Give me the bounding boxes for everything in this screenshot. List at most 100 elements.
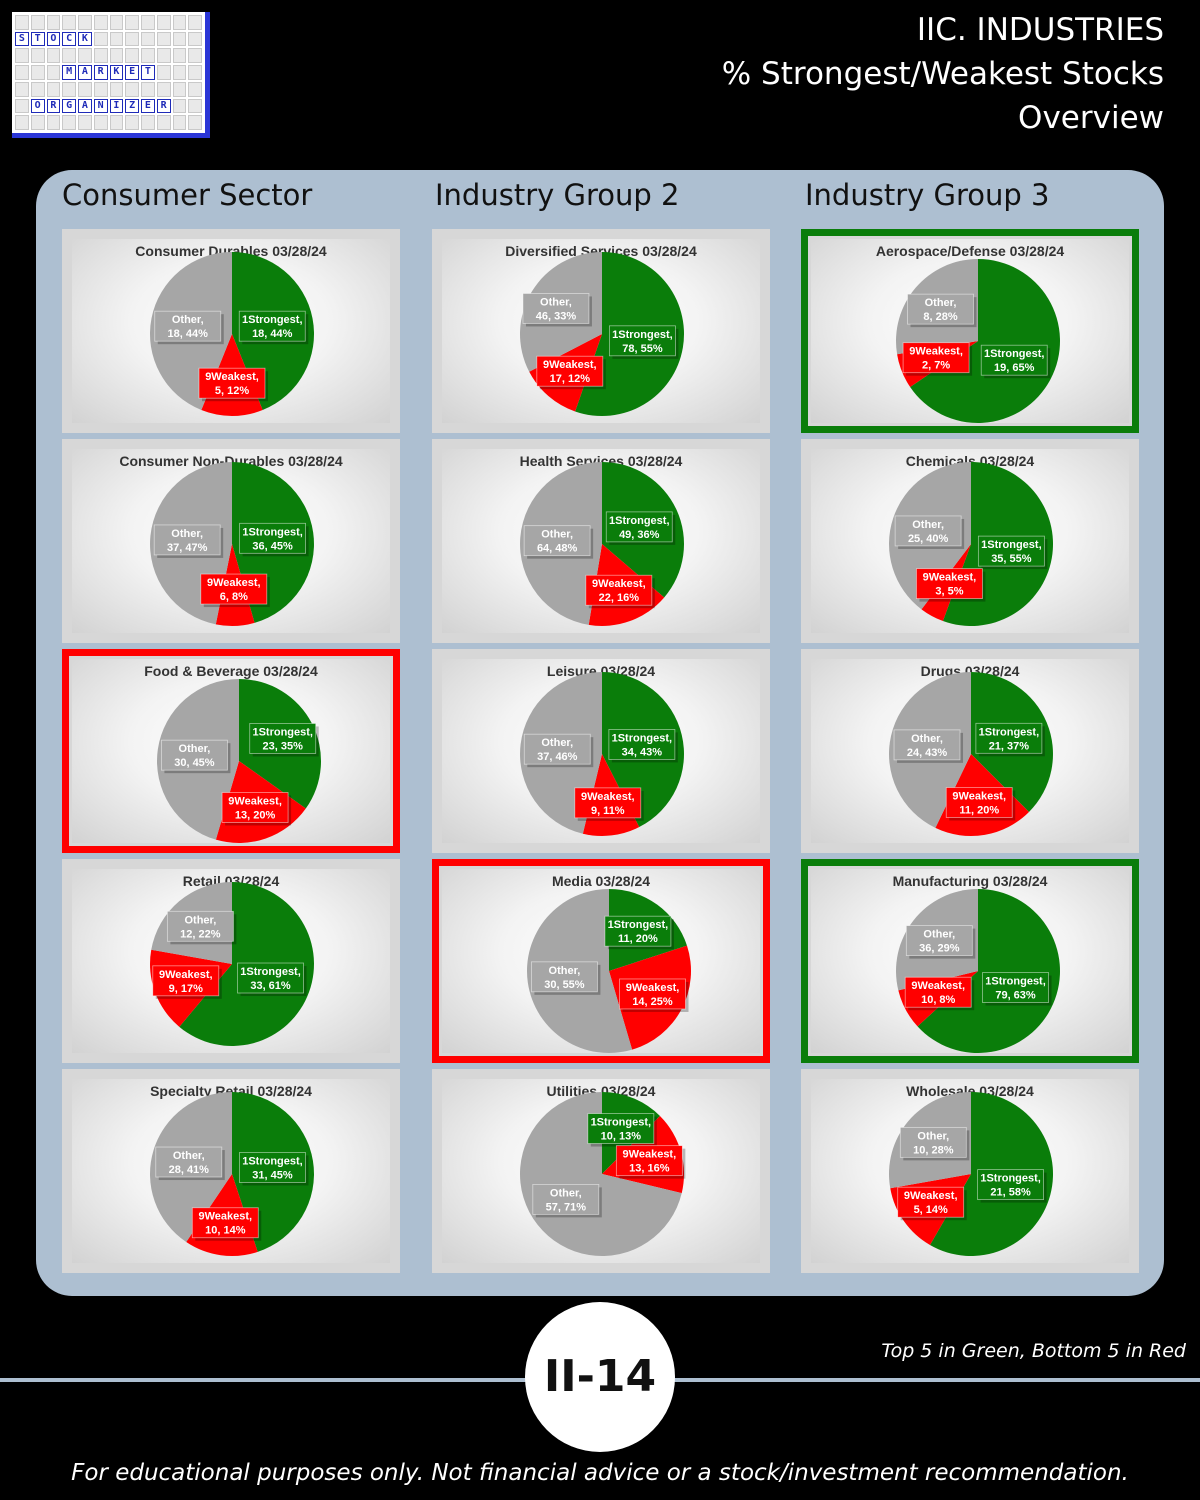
data-label: Other, 46, 33% <box>522 293 592 327</box>
data-label: Other, 28, 41% <box>155 1146 225 1181</box>
logo-cell: R <box>156 98 171 114</box>
chart-title: Specialty Retail 03/28/24 <box>150 1083 312 1099</box>
data-label-box <box>605 511 673 543</box>
data-label-text: Other, <box>911 733 943 745</box>
data-label-text: 8, 28% <box>923 311 957 323</box>
logo-cell <box>109 81 124 97</box>
data-label-text: 1Strongest, <box>609 515 670 527</box>
logo-cell <box>15 81 29 97</box>
page-number-badge: II-14 <box>525 1302 675 1452</box>
data-label-text: 22, 16% <box>599 592 640 604</box>
data-label-text: 1Strongest, <box>591 1117 652 1129</box>
data-label-text: 13, 16% <box>629 1163 670 1175</box>
logo-cell <box>141 31 155 47</box>
data-label-text: 19, 65% <box>994 362 1035 374</box>
pie-chart-tile: Diversified Services 03/28/24 1Strongest,… <box>432 229 770 433</box>
data-label-text: 1Strongest, <box>240 966 301 978</box>
data-label-text: 34, 43% <box>622 746 663 758</box>
chart-title: Leisure 03/28/24 <box>546 663 656 679</box>
logo-cell: K <box>78 31 92 47</box>
logo-cell: O <box>30 98 45 114</box>
logo-cell <box>188 48 202 64</box>
data-label: Other, 12, 22% <box>166 910 237 945</box>
logo-cell <box>141 48 155 64</box>
data-label: 1Strongest, 10, 13% <box>587 1113 657 1147</box>
data-label-box <box>532 1183 600 1215</box>
pie-chart-svg: 1Strongest, 21, 37% 9Weakest, 11, 20% Other,… <box>888 672 1053 836</box>
data-label-box <box>977 1169 1045 1201</box>
logo-cell <box>141 81 155 97</box>
logo-cell <box>125 48 139 64</box>
logo-cell <box>30 15 45 30</box>
data-label: 1Strongest, 49, 36% <box>605 511 676 545</box>
data-label-text: 10, 14% <box>205 1225 246 1237</box>
data-label: 9Weakest, 9, 17% <box>152 965 222 999</box>
data-label: 1Strongest, 23, 35% <box>249 723 319 757</box>
data-label-text: Other, <box>171 528 203 540</box>
chart-title: Aerospace/Defense 03/28/24 <box>875 243 1065 259</box>
data-label: 9Weakest, 14, 25% <box>619 978 689 1012</box>
data-label-text: Other, <box>549 965 581 977</box>
logo-cell: K <box>109 65 124 80</box>
pie-slice-other <box>519 1092 682 1256</box>
data-label-text: 11, 20% <box>618 933 658 945</box>
logo-cell <box>172 15 187 30</box>
logo-cell <box>46 48 61 64</box>
data-label: 9Weakest, 10, 14% <box>191 1207 262 1241</box>
data-label-text: 36, 29% <box>919 943 960 955</box>
pie-chart-tile: Leisure 03/28/24 1Strongest, 34, 43% 9Weake… <box>432 649 770 853</box>
logo-cell: A <box>78 98 92 114</box>
data-label: Other, 57, 71% <box>532 1183 602 1218</box>
data-label-text: 46, 33% <box>536 310 577 322</box>
data-label-text: Other, <box>912 519 944 531</box>
chart-title: Chemicals 03/28/24 <box>905 453 1035 469</box>
data-label-text: 1Strongest, <box>252 726 313 738</box>
data-label: 9Weakest, 13, 20% <box>221 792 292 826</box>
data-label-text: 1Strongest, <box>242 526 303 538</box>
logo-cell: N <box>93 98 108 114</box>
chart-area: Specialty Retail 03/28/24 1Strongest, 31, … <box>72 1079 390 1263</box>
data-label-text: 37, 46% <box>537 751 578 763</box>
logo-cell <box>188 31 202 47</box>
pie-chart-svg: 1Strongest, 10, 13% 9Weakest, 13, 16% Other,… <box>519 1092 686 1256</box>
data-label-box <box>893 729 961 761</box>
column-heading-1: Consumer Sector <box>62 178 313 212</box>
data-label-text: Other, <box>541 529 573 541</box>
data-label-text: 17, 12% <box>550 373 591 385</box>
data-label-text: 49, 36% <box>619 529 660 541</box>
data-label-text: 64, 48% <box>537 543 578 555</box>
data-label: 1Strongest, 19, 65% <box>980 344 1051 379</box>
data-label-text: 10, 13% <box>601 1131 642 1143</box>
logo-cell <box>30 115 45 130</box>
chart-title: Media 03/28/24 <box>551 873 651 889</box>
data-label-box <box>899 1126 967 1158</box>
data-label-text: Other, <box>173 1150 205 1162</box>
data-label: Other, 30, 55% <box>531 961 601 995</box>
data-label: Other, 37, 46% <box>523 733 594 768</box>
data-label-text: 36, 45% <box>252 540 293 552</box>
data-label: 1Strongest, 33, 61% <box>237 962 307 997</box>
data-label-text: Other, <box>550 1187 582 1199</box>
data-label-box <box>604 915 672 947</box>
data-label: Other, 64, 48% <box>523 525 594 559</box>
data-label-text: 1Strongest, <box>612 732 673 744</box>
data-label: Other, 37, 47% <box>153 524 224 558</box>
disclaimer: For educational purposes only. Not finan… <box>71 1460 1129 1486</box>
logo-cell <box>141 115 155 130</box>
data-label-box <box>239 1152 306 1183</box>
data-label-text: 28, 41% <box>169 1164 210 1176</box>
chart-area: Leisure 03/28/24 1Strongest, 34, 43% 9Weake… <box>442 659 760 843</box>
data-label-text: Other, <box>923 929 955 941</box>
data-label: 1Strongest, 18, 44% <box>238 310 309 345</box>
logo-cell <box>109 31 124 47</box>
data-label-text: 25, 40% <box>908 533 949 545</box>
data-label-box <box>975 722 1043 754</box>
logo-cell: R <box>93 65 108 80</box>
data-label-text: 9Weakest, <box>205 371 259 383</box>
data-label-box <box>609 325 676 357</box>
chart-area: Wholesale 03/28/24 1Strongest, 21, 58% 9Wea… <box>811 1079 1129 1263</box>
data-label: 1Strongest, 21, 58% <box>977 1169 1047 1203</box>
pie-chart-tile: Media 03/28/24 1Strongest, 11, 20% 9Weakest… <box>432 859 770 1063</box>
chart-area: Utilities 03/28/24 1Strongest, 10, 13% 9Wea… <box>442 1079 760 1263</box>
